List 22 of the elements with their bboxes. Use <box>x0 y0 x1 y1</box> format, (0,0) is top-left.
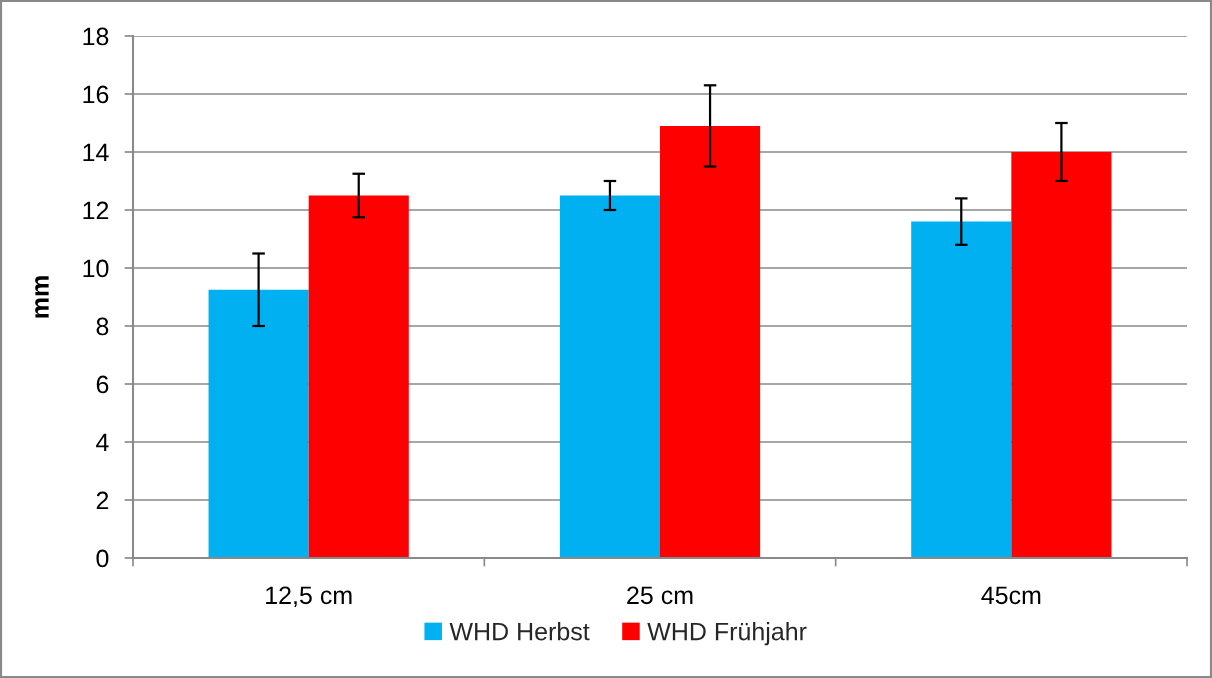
legend-label: WHD Herbst <box>449 622 590 641</box>
y-tick-label: 0 <box>96 549 109 568</box>
bar <box>308 195 409 558</box>
legend-label: WHD Frühjahr <box>647 622 807 646</box>
bar <box>208 289 309 558</box>
y-tick-label: 6 <box>96 375 109 394</box>
bar <box>911 221 1012 558</box>
y-tick-label: 10 <box>83 259 109 278</box>
x-tick-label: 45cm <box>981 586 1041 605</box>
y-tick-label: 4 <box>96 433 109 452</box>
y-tick-label: 16 <box>83 85 109 104</box>
y-axis-title: mm <box>35 276 49 318</box>
y-tick-label: 18 <box>83 27 109 46</box>
y-tick-label: 2 <box>96 491 109 510</box>
x-tick-label: 25 cm <box>627 586 693 605</box>
bar <box>559 195 660 558</box>
y-tick-label: 14 <box>83 143 109 162</box>
bar <box>1011 152 1112 558</box>
bar <box>660 125 761 558</box>
y-tick-label: 12 <box>83 201 109 220</box>
x-tick-label: 12,5 cm <box>266 586 352 608</box>
y-tick-label: 8 <box>96 317 109 336</box>
